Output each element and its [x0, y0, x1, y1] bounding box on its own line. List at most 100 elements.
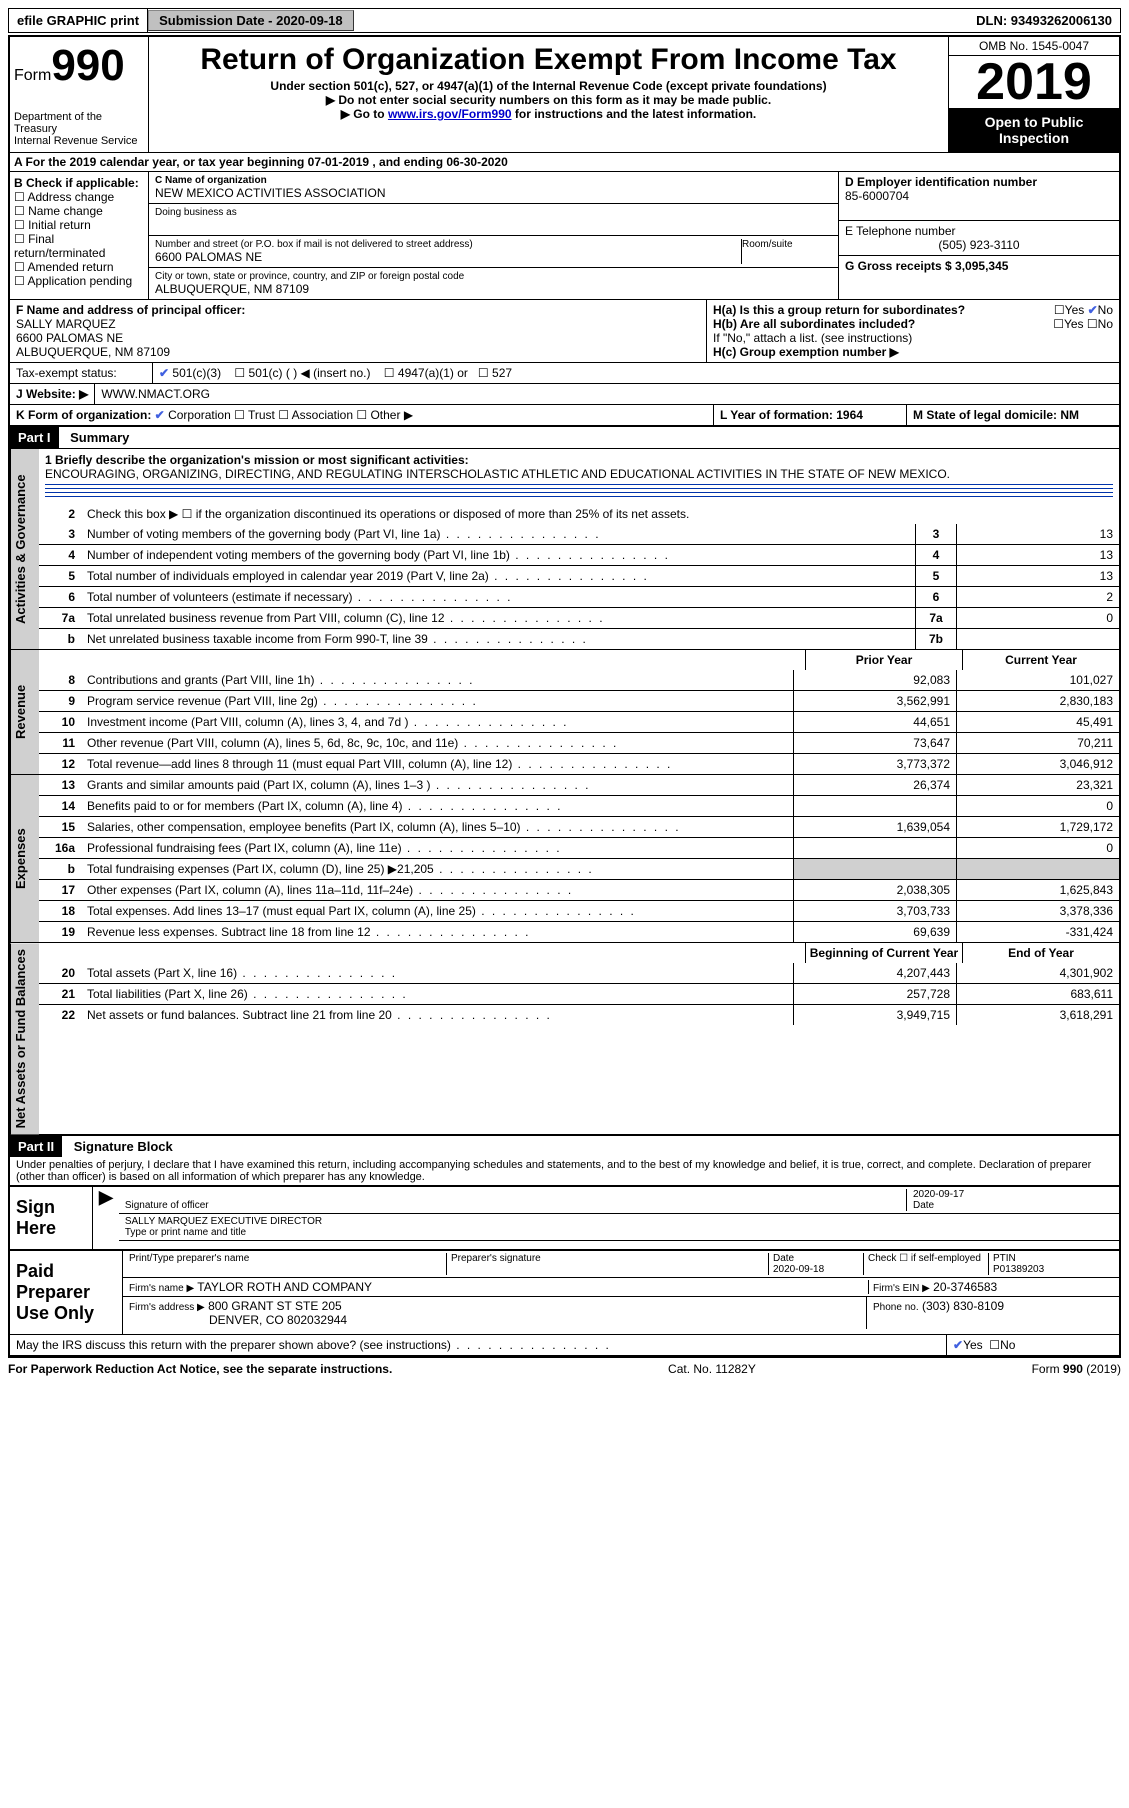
dba-cell: Doing business as — [149, 204, 838, 236]
col-b-checkboxes: B Check if applicable: ☐ Address change … — [10, 172, 149, 299]
irs-link[interactable]: www.irs.gov/Form990 — [388, 107, 512, 121]
sig-date: 2020-09-17Date — [906, 1189, 1113, 1211]
org-city: ALBUQUERQUE, NM 87109 — [155, 282, 832, 296]
chk-initial-return[interactable]: ☐ Initial return — [14, 218, 144, 232]
prep-sig-label: Preparer's signature — [446, 1253, 768, 1275]
table-row: bNet unrelated business taxable income f… — [39, 629, 1119, 650]
tab-governance: Activities & Governance — [10, 449, 39, 649]
chk-final-return[interactable]: ☐ Final return/terminated — [14, 232, 144, 260]
prep-check-self[interactable]: Check ☐ if self-employed — [863, 1253, 988, 1275]
paid-preparer-label: Paid Preparer Use Only — [10, 1251, 123, 1334]
discuss-label: May the IRS discuss this return with the… — [10, 1335, 947, 1355]
note2-post: for instructions and the latest informat… — [512, 107, 757, 121]
chk-501c3[interactable] — [159, 366, 169, 380]
part-i-header: Part I Summary — [10, 425, 1119, 448]
net-header-table: Beginning of Current Year End of Year — [39, 943, 1119, 963]
net-assets-body: Beginning of Current Year End of Year 20… — [39, 943, 1119, 1134]
chk-address-change[interactable]: ☐ Address change — [14, 190, 144, 204]
org-address: 6600 PALOMAS NE — [155, 250, 741, 264]
table-row: 4Number of independent voting members of… — [39, 545, 1119, 566]
table-row: bTotal fundraising expenses (Part IX, co… — [39, 859, 1119, 880]
prep-date: Date2020-09-18 — [768, 1253, 863, 1275]
chk-name-change[interactable]: ☐ Name change — [14, 204, 144, 218]
opt-other[interactable]: Other ▶ — [370, 408, 413, 422]
room-suite-label: Room/suite — [742, 239, 832, 264]
row-k-l-m: K Form of organization: Corporation ☐ Tr… — [10, 404, 1119, 425]
ha-no-checked[interactable] — [1088, 303, 1098, 317]
d-label: D Employer identification number — [845, 175, 1113, 189]
table-row: 8Contributions and grants (Part VIII, li… — [39, 670, 1119, 691]
table-row: 10Investment income (Part VIII, column (… — [39, 712, 1119, 733]
phone-value: (505) 923-3110 — [845, 238, 1113, 252]
prep-name-label: Print/Type preparer's name — [129, 1253, 446, 1275]
discuss-yes-check[interactable] — [953, 1338, 963, 1352]
table-row: 3Number of voting members of the governi… — [39, 524, 1119, 545]
form-title: Return of Organization Exempt From Incom… — [153, 43, 944, 77]
sig-officer-label: Signature of officer — [125, 1189, 906, 1211]
section-expenses: Expenses 13Grants and similar amounts pa… — [10, 774, 1119, 942]
dln-label: DLN: 93493262006130 — [968, 9, 1120, 32]
ha-row: H(a) Is this a group return for subordin… — [713, 303, 1113, 317]
row-i-tax-exempt: Tax-exempt status: 501(c)(3) ☐ 501(c) ( … — [10, 362, 1119, 383]
table-row: 21Total liabilities (Part X, line 26)257… — [39, 984, 1119, 1005]
ein-value: 85-6000704 — [845, 189, 1113, 203]
opt-501c[interactable]: 501(c) ( ) ◀ (insert no.) — [249, 366, 371, 380]
ha-yesno: ☐Yes No — [1054, 303, 1113, 317]
chk-corporation[interactable] — [155, 408, 165, 422]
section-net-assets: Net Assets or Fund Balances Beginning of… — [10, 942, 1119, 1134]
officer-info: SALLY MARQUEZ 6600 PALOMAS NE ALBUQUERQU… — [16, 317, 700, 359]
governance-body: 1 Briefly describe the organization's mi… — [39, 449, 1119, 649]
hb-row: H(b) Are all subordinates included? ☐Yes… — [713, 317, 1113, 331]
addr-label: Number and street (or P.O. box if mail i… — [155, 239, 741, 250]
opt-trust[interactable]: Trust — [248, 408, 275, 422]
section-governance: Activities & Governance 1 Briefly descri… — [10, 448, 1119, 649]
row-j-website: J Website: ▶ WWW.NMACT.ORG — [10, 383, 1119, 404]
opt-4947[interactable]: 4947(a)(1) or — [398, 366, 468, 380]
governance-table: 2Check this box ▶ ☐ if the organization … — [39, 504, 1119, 524]
h-group: H(a) Is this a group return for subordin… — [707, 300, 1119, 362]
paid-preparer-block: Paid Preparer Use Only Print/Type prepar… — [10, 1249, 1119, 1334]
line2: Check this box ▶ ☐ if the organization d… — [81, 504, 1119, 524]
col-c-org-info: C Name of organization NEW MEXICO ACTIVI… — [149, 172, 838, 299]
part-ii-tag: Part II — [10, 1136, 62, 1157]
discuss-no[interactable]: No — [1000, 1338, 1015, 1352]
sign-here-block: Sign Here ▶ Signature of officer 2020-09… — [10, 1185, 1119, 1249]
hb-label: H(b) Are all subordinates included? — [713, 317, 915, 331]
form-header: Form990 Department of the Treasury Inter… — [10, 37, 1119, 152]
table-row: 14Benefits paid to or for members (Part … — [39, 796, 1119, 817]
table-row: 15Salaries, other compensation, employee… — [39, 817, 1119, 838]
hc-label: H(c) Group exemption number ▶ — [713, 345, 1113, 359]
discuss-row: May the IRS discuss this return with the… — [10, 1334, 1119, 1355]
part-ii-title: Signature Block — [66, 1136, 181, 1157]
form-subtitle: Under section 501(c), 527, or 4947(a)(1)… — [153, 79, 944, 93]
opt-527[interactable]: 527 — [492, 366, 512, 380]
part-ii-header: Part II Signature Block — [10, 1134, 1119, 1157]
k-form-org: K Form of organization: Corporation ☐ Tr… — [10, 405, 714, 425]
table-row: 11Other revenue (Part VIII, column (A), … — [39, 733, 1119, 754]
footer-left: For Paperwork Reduction Act Notice, see … — [8, 1362, 392, 1376]
firm-ein: Firm's EIN ▶ 20-3746583 — [868, 1280, 1113, 1294]
city-cell: City or town, state or province, country… — [149, 268, 838, 299]
ha-label: H(a) Is this a group return for subordin… — [713, 303, 965, 317]
dba-label: Doing business as — [155, 207, 832, 218]
preparer-row1: Print/Type preparer's name Preparer's si… — [123, 1251, 1119, 1278]
expenses-lines: 13Grants and similar amounts paid (Part … — [39, 775, 1119, 942]
chk-pending[interactable]: ☐ Application pending — [14, 274, 144, 288]
header-mid: Return of Organization Exempt From Incom… — [149, 37, 949, 152]
current-year-hdr: Current Year — [963, 650, 1120, 670]
table-row: 5Total number of individuals employed in… — [39, 566, 1119, 587]
tab-net-assets: Net Assets or Fund Balances — [10, 943, 39, 1134]
dept-treasury: Department of the Treasury Internal Reve… — [14, 111, 144, 147]
preparer-row3: Firm's address ▶ 800 GRANT ST STE 205 DE… — [123, 1297, 1119, 1329]
boy-hdr: Beginning of Current Year — [806, 943, 963, 963]
declaration-text: Under penalties of perjury, I declare th… — [10, 1157, 1119, 1185]
form-note1: ▶ Do not enter social security numbers o… — [153, 93, 944, 107]
opt-association[interactable]: Association — [292, 408, 353, 422]
submission-date-button[interactable]: Submission Date - 2020-09-18 — [148, 10, 354, 31]
top-bar: efile GRAPHIC print Submission Date - 20… — [8, 8, 1121, 33]
chk-amended[interactable]: ☐ Amended return — [14, 260, 144, 274]
firm-phone: Phone no. (303) 830-8109 — [866, 1297, 1119, 1329]
governance-lines: 3Number of voting members of the governi… — [39, 524, 1119, 649]
form-word: Form — [14, 67, 51, 84]
firm-name: Firm's name ▶ TAYLOR ROTH AND COMPANY — [129, 1280, 868, 1294]
